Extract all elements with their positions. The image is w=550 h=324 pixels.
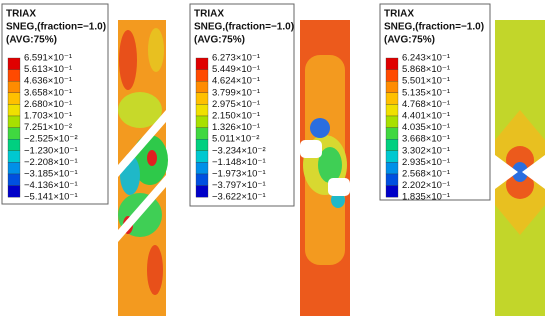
color-bin: [385, 104, 399, 117]
color-bin: [385, 115, 399, 128]
legend-label: −3.234×10⁻²: [212, 145, 266, 156]
specimen-1: [118, 20, 168, 316]
color-bin: [195, 139, 209, 151]
color-bin: [7, 69, 21, 82]
legend-label: −2.208×10⁻¹: [24, 157, 78, 168]
color-bin: [7, 104, 21, 117]
color-bin: [7, 81, 21, 93]
color-bin: [7, 57, 21, 70]
color-bin: [195, 150, 209, 163]
legend-label: 2.202×10⁻¹: [402, 180, 450, 191]
legend-label: −2.525×10⁻²: [24, 134, 78, 145]
color-bin: [385, 162, 399, 175]
legend-title: SNEG,(fraction=−1.0): [384, 22, 484, 33]
legend-label: −4.136×10⁻¹: [24, 180, 78, 191]
legend-label: −3.185×10⁻¹: [24, 169, 78, 180]
legend-label: 2.568×10⁻¹: [402, 169, 450, 180]
legend-label: 4.636×10⁻¹: [24, 76, 72, 87]
legend-label: −5.141×10⁻¹: [24, 192, 78, 203]
legend-title: SNEG,(fraction=−1.0): [194, 22, 294, 33]
color-bin: [385, 185, 399, 198]
legend-title: TRIAX: [194, 9, 224, 20]
legend-label: 1.835×10⁻¹: [402, 192, 450, 203]
legend-label: 4.035×10⁻¹: [402, 122, 450, 133]
legend-label: 5.501×10⁻¹: [402, 76, 450, 87]
color-bin: [195, 57, 209, 70]
color-bin: [7, 185, 21, 198]
color-bin: [385, 139, 399, 151]
legend-label: −3.622×10⁻¹: [212, 192, 266, 203]
legend-label: 3.302×10⁻¹: [402, 145, 450, 156]
color-bin: [7, 139, 21, 151]
legend-title: SNEG,(fraction=−1.0): [6, 22, 106, 33]
legend-label: 2.975×10⁻¹: [212, 99, 260, 110]
legend-label: 3.668×10⁻¹: [402, 134, 450, 145]
color-bin: [385, 57, 399, 70]
legend-label: 3.799×10⁻¹: [212, 87, 260, 98]
color-bin: [385, 127, 399, 140]
legend-label: 4.401×10⁻¹: [402, 111, 450, 122]
color-bin: [195, 173, 209, 186]
legend-label: 5.449×10⁻¹: [212, 64, 260, 75]
color-bin: [7, 150, 21, 163]
color-bin: [195, 127, 209, 140]
color-bin: [385, 81, 399, 93]
legend-label: −1.230×10⁻¹: [24, 145, 78, 156]
color-bin: [7, 162, 21, 175]
legend-title: (AVG:75%): [194, 35, 245, 46]
color-bin: [195, 162, 209, 175]
legend-label: −1.973×10⁻¹: [212, 169, 266, 180]
legend-label: 6.243×10⁻¹: [402, 53, 450, 64]
legend-label: 4.624×10⁻¹: [212, 76, 260, 87]
color-bin: [7, 115, 21, 128]
color-bin: [195, 69, 209, 82]
legend-label: −1.148×10⁻¹: [212, 157, 266, 168]
color-bin: [385, 69, 399, 82]
color-bin: [195, 104, 209, 117]
specimen-3: [495, 20, 545, 316]
color-bin: [195, 185, 209, 198]
specimen-2: [300, 20, 350, 316]
color-bin: [385, 92, 399, 105]
legend-box: [379, 3, 491, 201]
legend-label: 5.868×10⁻¹: [402, 64, 450, 75]
legend-title: TRIAX: [384, 9, 414, 20]
legend-title: (AVG:75%): [384, 35, 435, 46]
legend-label: 1.326×10⁻¹: [212, 122, 260, 133]
legend-label: 5.135×10⁻¹: [402, 87, 450, 98]
legend-label: 5.613×10⁻¹: [24, 64, 72, 75]
legend-label: 3.658×10⁻¹: [24, 87, 72, 98]
color-bin: [385, 150, 399, 163]
color-bin: [385, 173, 399, 186]
color-bin: [195, 81, 209, 93]
legend-label: 5.011×10⁻²: [212, 134, 259, 145]
legend-label: 2.680×10⁻¹: [24, 99, 72, 110]
color-bin: [7, 173, 21, 186]
legend-title: TRIAX: [6, 9, 36, 20]
legend-label: 6.591×10⁻¹: [24, 53, 72, 64]
legend-label: 6.273×10⁻¹: [212, 53, 260, 64]
color-bin: [7, 92, 21, 105]
legend-label: 2.935×10⁻¹: [402, 157, 450, 168]
legend-label: −3.797×10⁻¹: [212, 180, 266, 191]
legend-title: (AVG:75%): [6, 35, 57, 46]
legend-label: 2.150×10⁻¹: [212, 111, 260, 122]
color-bin: [195, 115, 209, 128]
legend-label: 7.251×10⁻²: [24, 122, 72, 133]
color-bin: [195, 92, 209, 105]
color-bin: [7, 127, 21, 140]
legend-label: 4.768×10⁻¹: [402, 99, 450, 110]
legend-label: 1.703×10⁻¹: [24, 111, 72, 122]
